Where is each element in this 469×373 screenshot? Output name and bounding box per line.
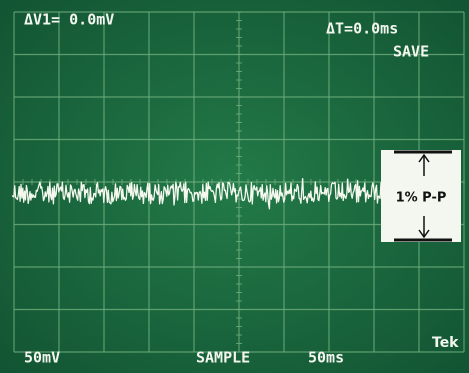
delta-t-readout: ΔT=0.0ms <box>326 20 398 38</box>
time-per-div: 50ms <box>308 349 344 367</box>
page: {"readouts": {"delta_v": "ΔV1= 0.0mV", "… <box>0 0 469 373</box>
delta-v-readout: ΔV1= 0.0mV <box>24 11 114 29</box>
brand: Tek <box>432 335 459 351</box>
volts-per-div: 50mV <box>24 349 60 367</box>
save-indicator: SAVE <box>393 43 429 61</box>
amplitude-marker: 1% P-P <box>381 150 461 242</box>
acquisition-mode: SAMPLE <box>196 349 250 367</box>
oscilloscope-screen: 1% P-P ΔV1= 0.0mV ΔT=0.0ms SAVE 50mV SAM… <box>0 0 469 373</box>
marker-label: 1% P-P <box>396 191 447 206</box>
